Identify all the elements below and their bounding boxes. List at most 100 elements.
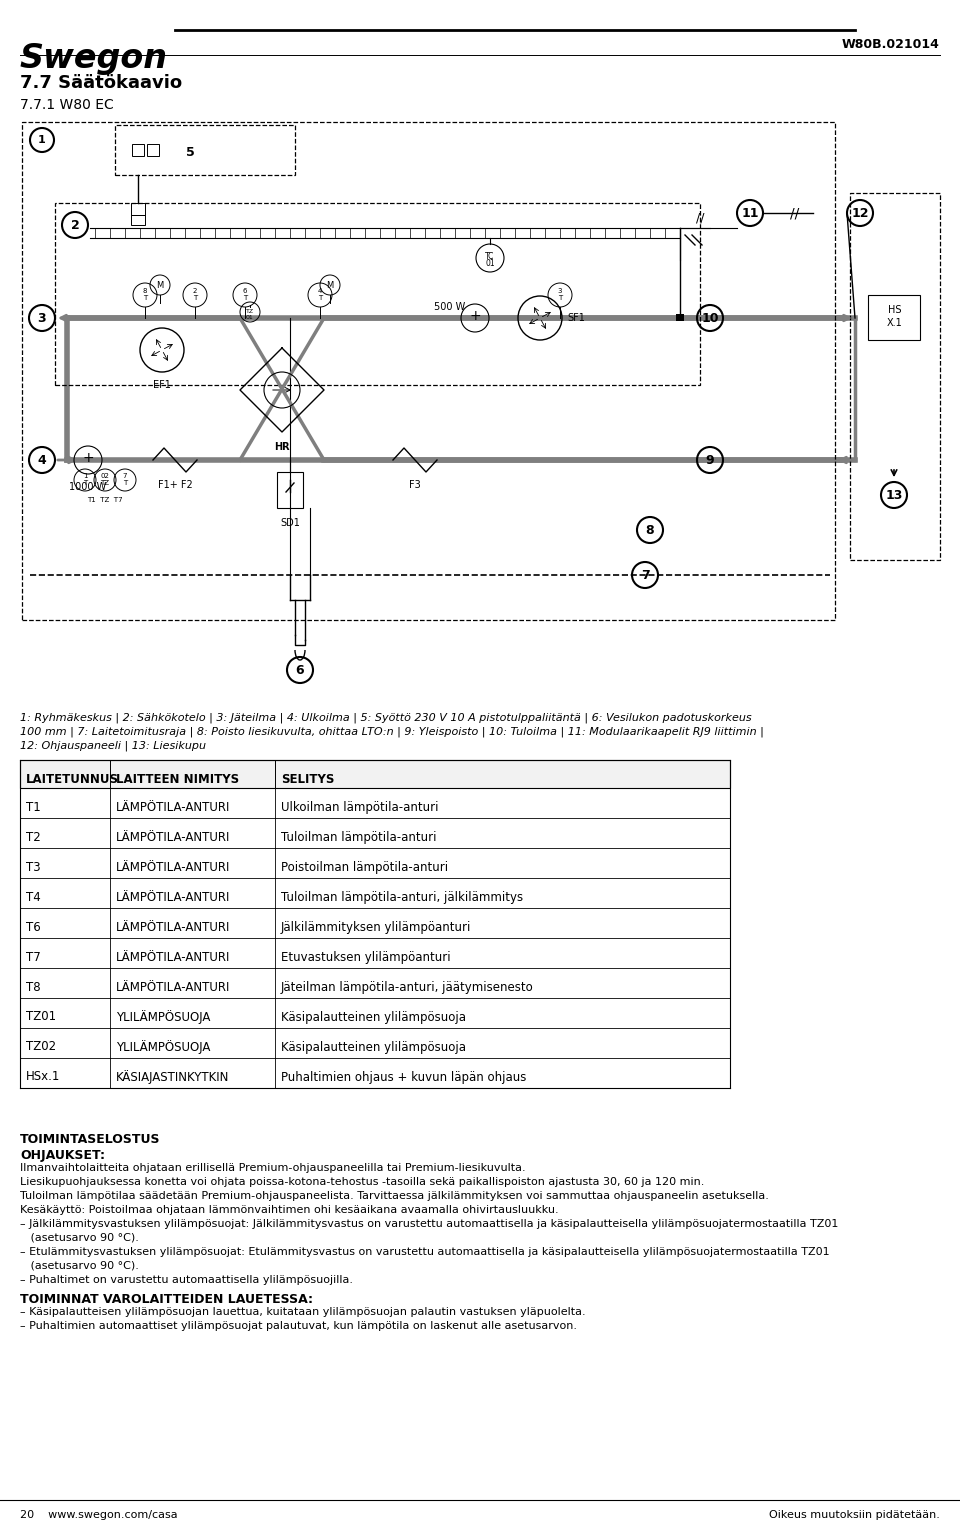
Bar — [147, 145, 159, 155]
Text: 1: 1 — [83, 474, 87, 480]
Text: TZ02: TZ02 — [26, 1040, 56, 1054]
Text: SD1: SD1 — [280, 518, 300, 528]
Text: 1000 W: 1000 W — [69, 481, 107, 492]
Text: T: T — [243, 295, 247, 302]
Text: Swegon: Swegon — [20, 43, 168, 75]
Text: 7: 7 — [123, 474, 128, 480]
Text: +: + — [83, 451, 94, 465]
Text: X.1: X.1 — [887, 318, 902, 327]
Text: Tuloilman lämpötila-anturi, jälkilämmitys: Tuloilman lämpötila-anturi, jälkilämmity… — [281, 891, 523, 903]
Text: F3: F3 — [409, 480, 420, 490]
Text: Jälkilämmityksen ylilämpöanturi: Jälkilämmityksen ylilämpöanturi — [281, 920, 471, 934]
Text: T4: T4 — [26, 891, 40, 903]
Text: F1+ F2: F1+ F2 — [157, 480, 192, 490]
Text: T8: T8 — [26, 981, 40, 993]
Text: HSx.1: HSx.1 — [26, 1071, 60, 1083]
Text: LÄMPÖTILA-ANTURI: LÄMPÖTILA-ANTURI — [116, 860, 230, 874]
Text: 10: 10 — [701, 312, 719, 324]
Text: T: T — [558, 295, 563, 302]
Text: 12: Ohjauspaneeli | 13: Liesikupu: 12: Ohjauspaneeli | 13: Liesikupu — [20, 740, 206, 751]
Text: Puhaltimien ohjaus + kuvun läpän ohjaus: Puhaltimien ohjaus + kuvun läpän ohjaus — [281, 1071, 526, 1083]
Bar — [55, 203, 700, 385]
Text: 3: 3 — [37, 312, 46, 324]
Text: 13: 13 — [885, 489, 902, 501]
Bar — [850, 193, 940, 560]
Text: 1: 1 — [38, 136, 46, 145]
Text: T: T — [193, 295, 197, 302]
Text: //: // — [696, 212, 705, 224]
Text: KÄSIAJASTINKYTKIN: KÄSIAJASTINKYTKIN — [116, 1071, 229, 1084]
Text: LAITTEEN NIMITYS: LAITTEEN NIMITYS — [116, 772, 239, 786]
Text: – Puhaltimet on varustettu automaattisella ylilämpösuojilla.: – Puhaltimet on varustettu automaattisel… — [20, 1275, 353, 1285]
Text: T: T — [83, 480, 87, 486]
Text: 7.7 Säätökaavio: 7.7 Säätökaavio — [20, 75, 182, 91]
Text: (asetusarvo 90 °C).: (asetusarvo 90 °C). — [20, 1261, 139, 1272]
Text: TOIMINTASELOSTUS: TOIMINTASELOSTUS — [20, 1133, 160, 1145]
Text: (asetusarvo 90 °C).: (asetusarvo 90 °C). — [20, 1234, 139, 1243]
Text: LÄMPÖTILA-ANTURI: LÄMPÖTILA-ANTURI — [116, 920, 230, 934]
Text: 01: 01 — [485, 259, 494, 268]
Text: YLILÄMPÖSUOJA: YLILÄMPÖSUOJA — [116, 1040, 210, 1054]
Text: 2: 2 — [71, 218, 80, 231]
Text: T1  TZ  T7: T1 TZ T7 — [87, 496, 123, 503]
Text: 6: 6 — [243, 288, 248, 294]
Text: T: T — [318, 295, 323, 302]
Text: TZ01: TZ01 — [26, 1010, 56, 1023]
Text: Poistoilman lämpötila-anturi: Poistoilman lämpötila-anturi — [281, 860, 448, 874]
Text: LÄMPÖTILA-ANTURI: LÄMPÖTILA-ANTURI — [116, 891, 230, 903]
Bar — [277, 472, 303, 509]
Text: 500 W: 500 W — [434, 302, 466, 312]
Text: LÄMPÖTILA-ANTURI: LÄMPÖTILA-ANTURI — [116, 981, 230, 993]
Text: 8: 8 — [646, 524, 655, 536]
Text: T7: T7 — [26, 950, 40, 964]
Text: 7.7.1 W80 EC: 7.7.1 W80 EC — [20, 97, 113, 113]
Text: Ulkoilman lämpötila-anturi: Ulkoilman lämpötila-anturi — [281, 801, 439, 813]
Bar — [132, 145, 144, 155]
Text: M: M — [156, 280, 163, 289]
Text: W80B.021014: W80B.021014 — [842, 38, 940, 50]
Text: HR: HR — [275, 442, 290, 452]
Text: 3: 3 — [558, 288, 563, 294]
Text: T6: T6 — [26, 920, 40, 934]
Text: LÄMPÖTILA-ANTURI: LÄMPÖTILA-ANTURI — [116, 830, 230, 844]
Text: LAITETUNNUS: LAITETUNNUS — [26, 772, 119, 786]
Bar — [131, 203, 145, 215]
Text: 4: 4 — [318, 288, 323, 294]
Text: TZ: TZ — [246, 309, 254, 314]
Text: LÄMPÖTILA-ANTURI: LÄMPÖTILA-ANTURI — [116, 950, 230, 964]
Text: Liesikupuohjauksessa konetta voi ohjata poissa-kotona-tehostus -tasoilla sekä pa: Liesikupuohjauksessa konetta voi ohjata … — [20, 1177, 705, 1186]
Text: Oikeus muutoksiin pidätetään.: Oikeus muutoksiin pidätetään. — [769, 1509, 940, 1520]
Text: 5: 5 — [185, 146, 194, 158]
Text: 01: 01 — [246, 315, 253, 320]
Text: 9: 9 — [706, 454, 714, 466]
Text: Tuloilman lämpötilaa säädetään Premium-ohjauspaneelista. Tarvittaessa jälkilämmi: Tuloilman lämpötilaa säädetään Premium-o… — [20, 1191, 769, 1202]
Text: LÄMPÖTILA-ANTURI: LÄMPÖTILA-ANTURI — [116, 801, 230, 813]
Text: T3: T3 — [26, 860, 40, 874]
Text: T1: T1 — [26, 801, 40, 813]
Text: OHJAUKSET:: OHJAUKSET: — [20, 1148, 105, 1162]
Text: – Käsipalautteisen ylilämpösuojan lauettua, kuitataan ylilämpösuojan palautin va: – Käsipalautteisen ylilämpösuojan lauett… — [20, 1307, 586, 1317]
Text: T: T — [123, 480, 127, 486]
Bar — [20, 760, 730, 787]
Bar — [115, 125, 295, 175]
Text: Jäteilman lämpötila-anturi, jäätymisenesto: Jäteilman lämpötila-anturi, jäätymisenes… — [281, 981, 534, 993]
Text: 2: 2 — [193, 288, 197, 294]
Text: Kesäkäyttö: Poistoilmaa ohjataan lämmönvaihtimen ohi kesäaikana avaamalla ohivir: Kesäkäyttö: Poistoilmaa ohjataan lämmönv… — [20, 1205, 559, 1215]
Text: SF1: SF1 — [567, 314, 585, 323]
Text: – Jälkilämmitysvastuksen ylilämpösuojat: Jälkilämmitysvastus on varustettu autom: – Jälkilämmitysvastuksen ylilämpösuojat:… — [20, 1218, 838, 1229]
Text: EF1: EF1 — [153, 381, 171, 390]
Text: 8: 8 — [143, 288, 147, 294]
Text: Käsipalautteinen ylilämpösuoja: Käsipalautteinen ylilämpösuoja — [281, 1010, 466, 1023]
Text: HS: HS — [888, 305, 901, 315]
Text: 100 mm | 7: Laitetoimitusraja | 8: Poisto liesikuvulta, ohittaa LTO:n | 9: Yleis: 100 mm | 7: Laitetoimitusraja | 8: Poist… — [20, 726, 764, 737]
Text: 7: 7 — [640, 568, 649, 582]
Text: 20    www.swegon.com/casa: 20 www.swegon.com/casa — [20, 1509, 178, 1520]
Text: SELITYS: SELITYS — [281, 772, 334, 786]
Text: Etuvastuksen ylilämpöanturi: Etuvastuksen ylilämpöanturi — [281, 950, 450, 964]
Text: – Etulämmitysvastuksen ylilämpösuojat: Etulämmitysvastus on varustettu automaatt: – Etulämmitysvastuksen ylilämpösuojat: E… — [20, 1247, 829, 1256]
Text: 6: 6 — [296, 664, 304, 676]
Text: TC: TC — [486, 251, 494, 260]
Text: //: // — [790, 206, 800, 219]
Text: M: M — [326, 280, 334, 289]
Text: +: + — [469, 309, 481, 323]
